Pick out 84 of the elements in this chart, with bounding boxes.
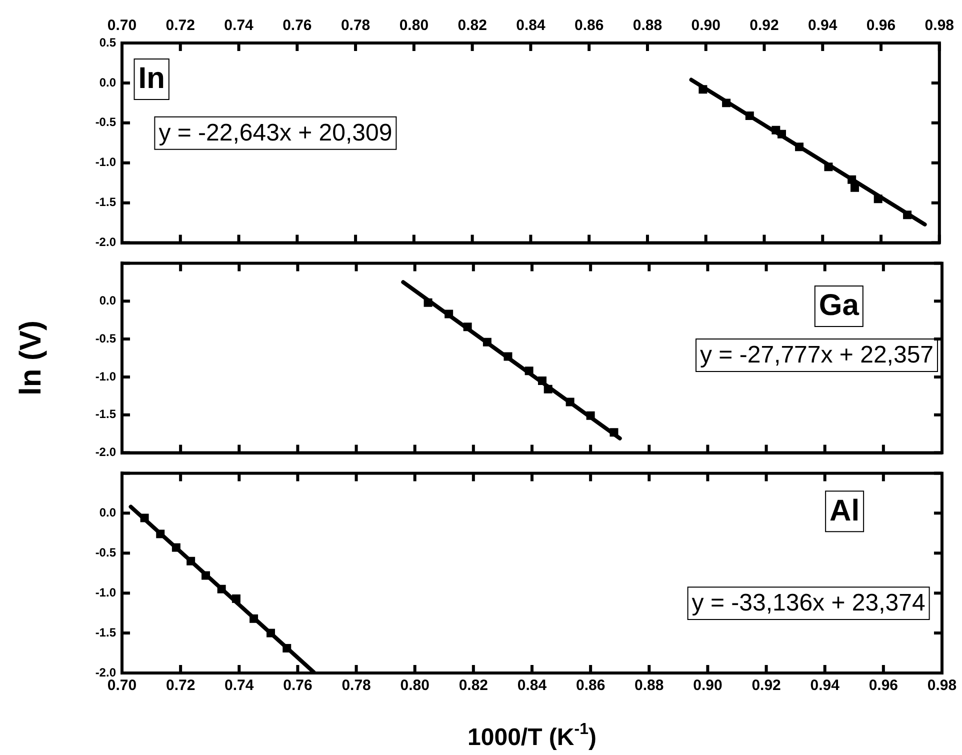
x-tick-label: 0.76 xyxy=(283,677,312,694)
point xyxy=(722,98,731,108)
y-tick-label: -2.0 xyxy=(95,665,116,680)
point xyxy=(156,530,165,538)
point xyxy=(874,194,882,204)
point xyxy=(463,322,472,332)
y-tick-label: 0.0 xyxy=(99,293,116,308)
point xyxy=(504,352,512,361)
point xyxy=(232,594,240,603)
annotation: y = -27,777x + 22,357 xyxy=(700,341,934,368)
y-tick-label: -2.0 xyxy=(95,235,116,250)
x-tick-label: 0.96 xyxy=(868,677,898,694)
y-axis-title: ln (V) xyxy=(14,320,48,396)
point xyxy=(824,162,833,172)
point xyxy=(850,183,859,192)
point xyxy=(444,310,454,318)
annotation: In xyxy=(138,62,165,96)
y-tick-label: -0.5 xyxy=(95,545,116,560)
x-tick-label: 0.98 xyxy=(927,677,957,694)
x2-tick-label: 0.98 xyxy=(924,17,954,34)
point xyxy=(482,338,492,346)
point xyxy=(424,298,432,307)
x2-tick-label: 0.80 xyxy=(399,17,429,34)
point xyxy=(778,130,786,138)
point xyxy=(217,584,226,594)
y-tick-label: -1.0 xyxy=(95,155,116,170)
annotation: Al xyxy=(830,494,860,528)
x-tick-label: 0.78 xyxy=(342,677,371,694)
x2-tick-label: 0.90 xyxy=(691,17,720,34)
point xyxy=(140,514,149,522)
x-tick-label: 0.84 xyxy=(517,677,548,694)
point xyxy=(586,411,595,420)
x-tick-label: 0.86 xyxy=(576,677,606,694)
point xyxy=(698,85,708,94)
x-tick-label: 0.80 xyxy=(400,677,430,694)
x-tick-label: 0.82 xyxy=(458,677,488,694)
y-tick-label: -1.0 xyxy=(95,369,116,384)
point xyxy=(903,210,912,220)
y-tick-label: -0.5 xyxy=(95,115,116,130)
x2-tick-label: 0.78 xyxy=(340,17,370,34)
y-tick-label: 0.5 xyxy=(99,35,116,50)
x2-tick-label: 0.92 xyxy=(750,17,779,34)
y-tick-label: -1.5 xyxy=(95,407,116,422)
y-tick-label: -1.5 xyxy=(95,625,116,640)
x2-tick-label: 0.72 xyxy=(166,17,195,34)
x2-tick-label: 0.96 xyxy=(866,17,896,34)
x2-tick-label: 0.86 xyxy=(574,17,604,34)
y-tick-label: -1.0 xyxy=(95,585,116,600)
point xyxy=(250,614,258,623)
point xyxy=(186,556,196,566)
x-tick-label: 0.92 xyxy=(752,677,781,694)
point xyxy=(266,628,276,638)
y-tick-label: -0.5 xyxy=(95,331,116,346)
annotation: Ga xyxy=(818,289,860,322)
point xyxy=(745,111,754,120)
y-tick-label: 0.0 xyxy=(99,505,116,520)
x2-tick-label: 0.82 xyxy=(458,17,487,34)
x-tick-label: 0.94 xyxy=(810,677,840,694)
point xyxy=(524,366,534,376)
point xyxy=(544,384,552,394)
x2-tick-label: 0.88 xyxy=(632,17,662,34)
x2-tick-label: 0.70 xyxy=(107,17,137,34)
x-tick-label: 0.74 xyxy=(224,677,254,694)
x-tick-label: 0.72 xyxy=(166,677,196,694)
point xyxy=(610,428,618,437)
point xyxy=(795,142,804,152)
x-tick-label: 0.70 xyxy=(107,677,137,694)
x2-tick-label: 0.76 xyxy=(282,17,312,34)
y-tick-label: -2.0 xyxy=(95,445,116,460)
annotation: y = -33,136x + 23,374 xyxy=(692,590,926,617)
annotation: y = -22,643x + 20,309 xyxy=(158,119,392,146)
point xyxy=(848,175,856,184)
x-tick-label: 0.90 xyxy=(693,677,722,694)
point xyxy=(566,398,574,406)
x-tick-label: 0.88 xyxy=(634,677,664,694)
x2-tick-label: 0.84 xyxy=(516,17,546,34)
point xyxy=(538,376,546,385)
x2-tick-label: 0.74 xyxy=(224,17,254,34)
y-tick-label: 0.0 xyxy=(99,75,116,90)
x2-tick-label: 0.94 xyxy=(808,17,838,34)
point xyxy=(172,543,180,552)
y-tick-label: -1.5 xyxy=(95,195,116,210)
point xyxy=(202,571,210,580)
point xyxy=(282,644,292,652)
